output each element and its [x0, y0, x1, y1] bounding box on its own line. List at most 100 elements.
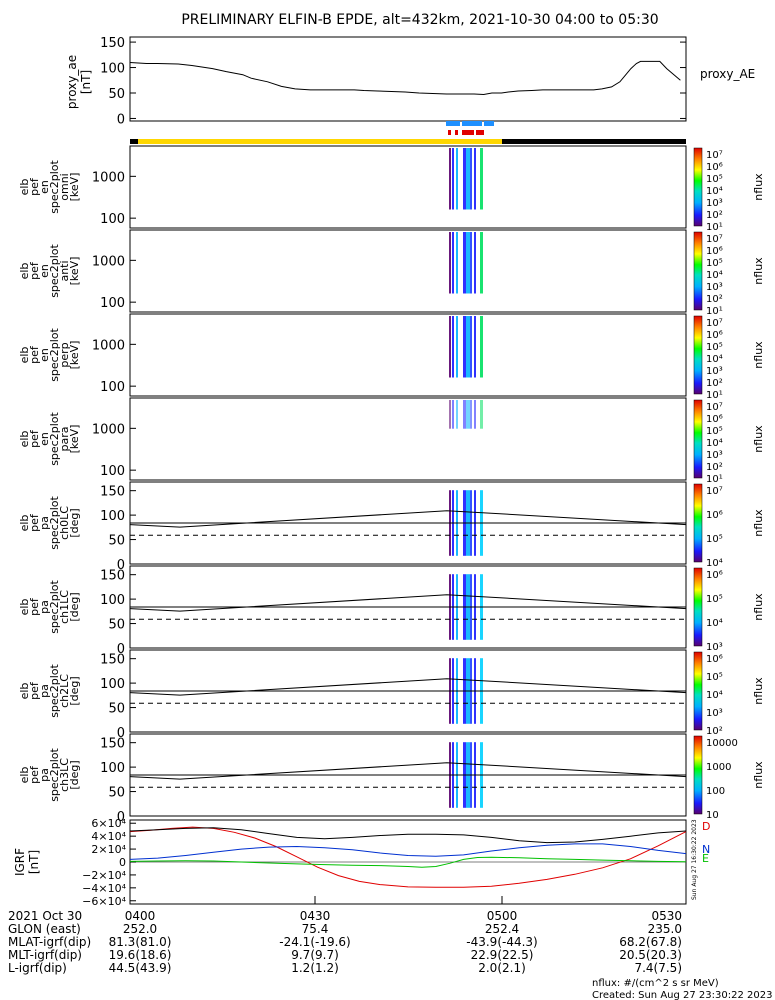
panel-ylabel: spec2plot: [48, 160, 61, 214]
colorbar-tick-label: 10²: [706, 726, 723, 737]
panel-tick-label: 50: [108, 618, 125, 633]
panel-ylabel: anti: [58, 260, 71, 281]
panel-ylabel: pef: [28, 765, 41, 784]
ephemeris-value: 44.5(43.9): [109, 961, 172, 975]
panel-tick-label: 100: [100, 677, 125, 692]
spectrogram-stripe: [452, 400, 454, 429]
colorbar-tick-label: 10³: [706, 282, 723, 293]
igrf-tick-label: 6×10⁴: [91, 817, 126, 830]
panel-ylabel: [keV]: [68, 173, 81, 202]
panel-ylabel: [deg]: [68, 676, 81, 705]
panel-ylabel: pa: [38, 600, 51, 614]
panel-ylabel: en: [38, 180, 51, 194]
panel-spec_para: 1000100elbpefenspec2plotpara[keV]10⁷10⁶1…: [18, 397, 765, 485]
panel-tick-label: 100: [100, 212, 125, 227]
igrf-legend-n: N: [702, 843, 710, 856]
panel-ylabel: elb: [18, 599, 31, 616]
colorbar: [693, 315, 703, 395]
colorbar-tick-label: 10³: [706, 450, 723, 461]
ephemeris-value: 0530: [651, 909, 682, 923]
spectrogram-stripe: [470, 400, 472, 429]
ephemeris-row-label: MLT-igrf(dip): [8, 948, 82, 962]
red-marker-1: [448, 130, 451, 135]
spectrogram-stripe: [470, 316, 472, 378]
panel-tick-label: 150: [100, 737, 125, 752]
panel-ylabel: spec2plot: [48, 244, 61, 298]
ephemeris-row-label: MLAT-igrf(dip): [8, 935, 91, 949]
colorbar-tick-label: 10⁶: [706, 414, 723, 425]
proxy-ae-right-label: proxy_AE: [700, 67, 755, 81]
ephemeris-value: 68.2(67.8): [619, 935, 682, 949]
colorbar: [693, 735, 703, 815]
colorbar-tick-label: 10³: [706, 198, 723, 209]
panel-frame: [129, 145, 687, 229]
ephemeris-row-label: L-igrf(dip): [8, 961, 67, 975]
spectrogram-stripe: [463, 148, 466, 210]
panel-ylabel: elb: [18, 431, 31, 448]
colorbar-tick-label: 10⁷: [706, 318, 723, 329]
spectrogram-stripe: [452, 148, 454, 210]
panel-ylabel: spec2plot: [48, 496, 61, 550]
proxy-ae-tick-label: 50: [108, 87, 125, 102]
panel-ylabel: pef: [28, 513, 41, 532]
colorbar-tick-label: 10⁵: [706, 672, 723, 683]
panel-frame: [129, 313, 687, 397]
panel-tick-label: 50: [108, 786, 125, 801]
ephemeris-value: 81.3(81.0): [109, 935, 172, 949]
colorbar-tick-label: 10⁵: [706, 174, 723, 185]
colorbar-label: nflux: [752, 509, 765, 537]
spectrogram-stripe: [480, 148, 483, 210]
panel-ylabel: pef: [28, 429, 41, 448]
panel-ylabel: pef: [28, 345, 41, 364]
colorbar-tick-label: 10⁵: [706, 258, 723, 269]
colorbar-tick-label: 10³: [706, 366, 723, 377]
panel-ylabel: en: [38, 264, 51, 278]
panel-tick-label: 1000: [92, 338, 125, 353]
panel-ylabel: [deg]: [68, 592, 81, 621]
panel-tick-label: 150: [100, 569, 125, 584]
spectrogram-stripe: [474, 400, 476, 429]
igrf-legend-d: D: [702, 820, 710, 833]
state-bar-left: [130, 139, 138, 144]
colorbar-tick-label: 10⁴: [706, 690, 723, 701]
colorbar-tick-label: 10¹: [706, 390, 723, 401]
red-marker-3: [462, 130, 474, 135]
colorbar: [693, 147, 703, 227]
colorbar-tick-label: 10²: [706, 210, 723, 221]
colorbar-label: nflux: [752, 593, 765, 621]
state-bar: [130, 139, 686, 144]
panel-ylabel: elb: [18, 767, 31, 784]
colorbar-tick-label: 10⁴: [706, 354, 723, 365]
ephemeris-value: 22.9(22.5): [471, 948, 534, 962]
colorbar-tick-label: 1000: [706, 762, 731, 773]
ephemeris-value: 2.0(2.1): [478, 961, 526, 975]
spectrogram-stripe: [456, 148, 458, 210]
igrf-tick-label: 4×10⁴: [91, 830, 126, 843]
spectrogram-stripe: [449, 148, 451, 210]
red-marker-2: [455, 130, 458, 135]
colorbar-tick-label: 10¹: [706, 222, 723, 233]
colorbar-tick-label: 10⁴: [706, 270, 723, 281]
ephemeris-value: -24.1(-19.6): [279, 935, 350, 949]
panel-tick-label: 100: [100, 296, 125, 311]
panel-ylabel: en: [38, 432, 51, 446]
colorbar-tick-label: 10⁵: [706, 534, 723, 545]
panel-ylabel: pa: [38, 684, 51, 698]
panel-ylabel: omni: [58, 173, 71, 200]
igrf-tick-label: 0: [119, 856, 126, 869]
igrf-series-d: [129, 826, 687, 888]
colorbar: [693, 231, 703, 311]
colorbar-tick-label: 10⁷: [706, 402, 723, 413]
spectrogram-stripe: [470, 232, 472, 294]
colorbar-tick-label: 10²: [706, 462, 723, 473]
ephemeris-row-label: 2021 Oct 30: [8, 909, 82, 923]
igrf-tick-label: 2×10⁴: [91, 843, 126, 856]
panel-ylabel: pef: [28, 261, 41, 280]
panel-ylabel: spec2plot: [48, 412, 61, 466]
proxy-ae-line: [129, 60, 681, 96]
colorbar-tick-label: 10⁷: [706, 234, 723, 245]
colorbar-label: nflux: [752, 341, 765, 369]
spectrogram-stripe: [452, 232, 454, 294]
loss-cone-line: [129, 678, 687, 696]
panel-ylabel: para: [58, 427, 71, 452]
